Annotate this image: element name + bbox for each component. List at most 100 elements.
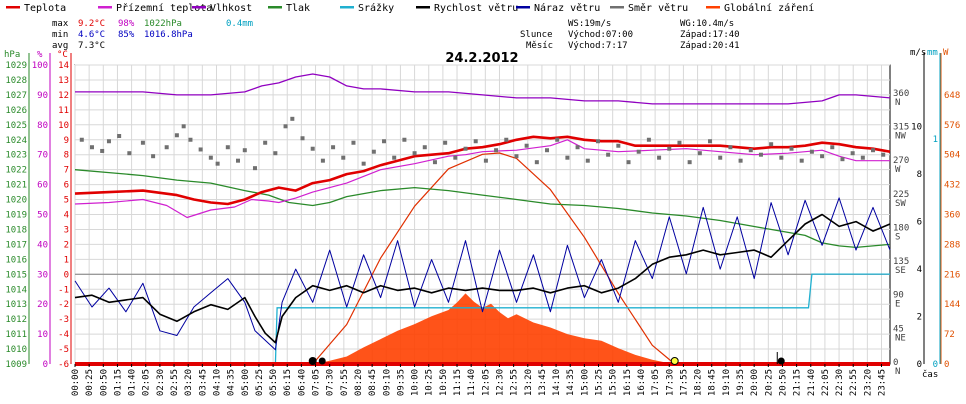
- tick-pressure: 1015: [5, 270, 27, 280]
- tick-wind: 2: [917, 313, 922, 323]
- legend-label: Náraz větru: [534, 2, 600, 14]
- tick-radiation: 648: [944, 91, 960, 101]
- tick-pressure: 1023: [5, 151, 27, 161]
- x-tick-label: 22:55: [849, 369, 859, 396]
- wind-direction-point: [263, 140, 268, 145]
- tick-direction-value: 45: [893, 324, 904, 334]
- wind-direction-point: [524, 143, 529, 148]
- tick-humidity: 70: [37, 151, 48, 161]
- wind-direction-point: [626, 160, 631, 165]
- tick-temperature: 6: [64, 181, 69, 191]
- x-tick-label: 02:05: [142, 369, 152, 396]
- wind-direction-point: [657, 155, 662, 160]
- wind-direction-point: [545, 148, 550, 153]
- legend-swatch: [416, 6, 430, 9]
- x-tick-label: 10:50: [439, 369, 449, 396]
- wind-direction-point: [331, 145, 336, 150]
- wind-direction-point: [371, 149, 376, 154]
- legend-swatch: [6, 6, 20, 9]
- tick-humidity: 40: [37, 240, 48, 250]
- x-tick-label: 18:45: [708, 369, 718, 396]
- x-tick-label: 22:05: [821, 369, 831, 396]
- axis-label-pressure: hPa: [4, 50, 20, 60]
- tick-pressure: 1028: [5, 76, 27, 86]
- x-tick-label: 11:15: [453, 369, 463, 396]
- stats-block: max 9.2°C 98% 1022hPa 0.4mm min 4.6°C 85…: [52, 19, 253, 51]
- tick-radiation: 504: [944, 151, 960, 161]
- tick-humidity: 30: [37, 270, 48, 280]
- tick-temperature: 4: [64, 211, 69, 221]
- stat-min-hum: 85%: [118, 30, 135, 40]
- wind-direction-point: [534, 160, 539, 165]
- tick-direction-name: S: [895, 232, 900, 242]
- legend-swatch: [98, 6, 112, 9]
- x-tick-label: 06:40: [297, 369, 307, 396]
- tick-temperature: -5: [58, 345, 69, 355]
- x-tick-label: 08:20: [354, 369, 364, 396]
- tick-pressure: 1026: [5, 106, 27, 116]
- x-tick-label: 07:30: [326, 369, 336, 396]
- tick-temperature: 0: [64, 270, 69, 280]
- wind-direction-point: [809, 149, 814, 154]
- wind-direction-point: [718, 155, 723, 160]
- wind-direction-point: [208, 155, 213, 160]
- tick-direction-name: W: [895, 165, 901, 175]
- tick-temperature: 9: [64, 136, 69, 146]
- wind-direction-point: [392, 155, 397, 160]
- x-tick-label: 17:55: [679, 369, 689, 396]
- x-tick-label: 22:30: [835, 369, 845, 396]
- x-tick-label: 12:55: [510, 369, 520, 396]
- wind-direction-point: [100, 148, 105, 153]
- tick-direction-name: N: [895, 98, 900, 108]
- wind-direction-point: [687, 160, 692, 165]
- wind-direction-point: [453, 155, 458, 160]
- tick-temperature: 12: [58, 91, 69, 101]
- legend-label: Globální záření: [724, 2, 814, 14]
- wind-direction-point: [748, 148, 753, 153]
- wind-direction-point: [252, 166, 257, 171]
- tick-temperature: 11: [58, 106, 69, 116]
- legend-label: Rychlost větru: [434, 2, 518, 14]
- x-tick-label: 07:05: [312, 369, 322, 396]
- wind-direction-point: [117, 134, 122, 139]
- x-tick-label: 09:35: [396, 369, 406, 396]
- legend-swatch: [192, 6, 206, 9]
- series-clear-sky-radiation: [312, 152, 676, 365]
- x-tick-label: 06:15: [283, 369, 293, 396]
- info-block: WS:19m/s WG:10.4m/s Slunce Východ:07:00 …: [520, 19, 740, 51]
- x-tick-label: 00:50: [99, 369, 109, 396]
- x-tick-label: 17:05: [651, 369, 661, 396]
- tick-temperature: 2: [64, 240, 69, 250]
- tick-rain: 0: [933, 360, 938, 370]
- info-sun-set: Západ:17:40: [680, 30, 740, 40]
- tick-radiation: 360: [944, 211, 960, 221]
- wind-direction-point: [225, 145, 230, 150]
- wind-direction-point: [164, 145, 169, 150]
- x-tick-label: 08:45: [368, 369, 378, 396]
- x-tick-label: 15:25: [595, 369, 605, 396]
- tick-radiation: 432: [944, 181, 960, 191]
- tick-pressure: 1016: [5, 255, 27, 265]
- tick-temperature: 1: [64, 255, 69, 265]
- series-wind-gust: [74, 197, 891, 351]
- wind-direction-point: [769, 142, 774, 147]
- x-tick-label: 04:10: [212, 369, 222, 396]
- wind-direction-point: [708, 139, 713, 144]
- stat-max-temp: 9.2°C: [78, 19, 105, 29]
- tick-humidity: 90: [37, 91, 48, 101]
- wind-direction-point: [300, 136, 305, 141]
- tick-pressure: 1011: [5, 330, 27, 340]
- wind-direction-point: [215, 161, 220, 166]
- wind-direction-point: [616, 143, 621, 148]
- wind-direction-point: [504, 137, 509, 142]
- moonset-marker: [777, 357, 785, 365]
- axis-label-temperature: °C: [57, 50, 68, 60]
- sunrise-marker: [308, 357, 317, 365]
- legend-swatch: [706, 6, 720, 9]
- x-tick-label: 14:35: [566, 369, 576, 396]
- tick-pressure: 1014: [5, 285, 27, 295]
- x-tick-label: 15:00: [580, 369, 590, 396]
- wind-direction-point: [789, 146, 794, 151]
- tick-humidity: 60: [37, 181, 48, 191]
